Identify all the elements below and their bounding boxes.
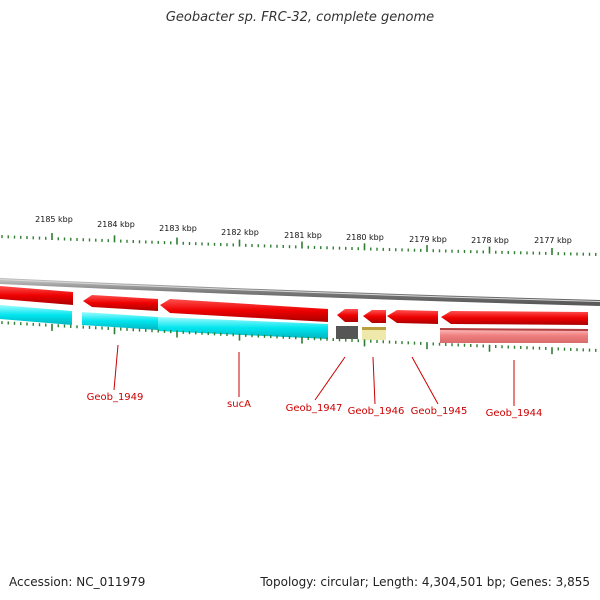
scale-label: 2180 kbp xyxy=(346,233,384,242)
scale-label: 2177 kbp xyxy=(534,236,572,245)
scale-ticks-bottom xyxy=(1,321,597,355)
scale-label: 2179 kbp xyxy=(409,235,447,244)
gene-feature[interactable] xyxy=(160,299,328,322)
band-feature[interactable] xyxy=(336,326,358,339)
leader-line xyxy=(314,356,346,401)
leader-line xyxy=(411,356,439,405)
gene-label-suca[interactable]: sucA xyxy=(227,399,251,410)
gene-feature[interactable] xyxy=(441,311,588,325)
band-feature[interactable] xyxy=(158,317,328,339)
band-feature[interactable] xyxy=(440,328,588,343)
leader-line xyxy=(372,356,376,405)
gene-feature[interactable] xyxy=(337,309,358,322)
scale-label: 2185 kbp xyxy=(35,215,73,224)
genome-backbone xyxy=(0,278,600,306)
scale-label: 2178 kbp xyxy=(471,236,509,245)
gene-label-geob-1945[interactable]: Geob_1945 xyxy=(411,406,468,417)
feature-track-cds xyxy=(0,286,588,325)
scale-ticks-top xyxy=(1,233,597,256)
scale-label: 2182 kbp xyxy=(221,228,259,237)
gene-feature[interactable] xyxy=(363,310,386,323)
scale-label: 2184 kbp xyxy=(97,220,135,229)
band-feature[interactable] xyxy=(362,327,386,340)
gene-label-geob-1946[interactable]: Geob_1946 xyxy=(348,406,405,417)
genome-stats: Topology: circular; Length: 4,304,501 bp… xyxy=(260,575,590,589)
scale-label: 2183 kbp xyxy=(159,224,197,233)
scale-labels: 2185 kbp 2184 kbp 2183 kbp 2182 kbp 2181… xyxy=(35,215,572,245)
band-feature[interactable] xyxy=(82,312,158,330)
accession-text: Accession: NC_011979 xyxy=(9,575,146,589)
gene-label-geob-1947[interactable]: Geob_1947 xyxy=(286,403,343,414)
genome-backbone-highlight xyxy=(0,279,600,302)
band-feature[interactable] xyxy=(362,327,386,330)
band-feature[interactable] xyxy=(440,328,588,331)
gene-feature[interactable] xyxy=(0,286,73,305)
gene-leader-lines xyxy=(113,344,515,406)
map-title: Geobacter sp. FRC-32, complete genome xyxy=(165,10,435,25)
gene-labels: Geob_1949 sucA Geob_1947 Geob_1946 Geob_… xyxy=(87,392,543,419)
gene-feature[interactable] xyxy=(83,295,158,311)
gene-feature[interactable] xyxy=(387,310,438,324)
gene-label-geob-1944[interactable]: Geob_1944 xyxy=(486,408,543,419)
leader-line xyxy=(113,344,119,391)
gene-label-geob-1949[interactable]: Geob_1949 xyxy=(87,392,144,403)
band-feature[interactable] xyxy=(0,305,72,325)
scale-label: 2181 kbp xyxy=(284,231,322,240)
feature-track-band xyxy=(0,305,588,343)
